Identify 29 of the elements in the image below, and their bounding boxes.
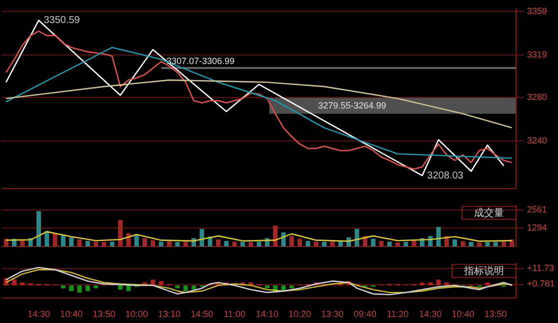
y-tick-label: 3240 bbox=[527, 135, 548, 146]
x-tick-label: 10:40 bbox=[60, 309, 83, 320]
x-tick-label: 10:40 bbox=[452, 309, 474, 320]
y-tick-label: 3280 bbox=[527, 92, 548, 102]
x-tick-label: 14:30 bbox=[27, 309, 50, 320]
x-tick-label: 13:10 bbox=[158, 309, 181, 320]
x-tick-label: 13:50 bbox=[484, 309, 507, 320]
x-tick-label: 14:10 bbox=[256, 309, 278, 320]
x-tick-label: 10:00 bbox=[125, 309, 148, 320]
annotation: 指标说明 bbox=[463, 265, 504, 278]
annotation: 3208.03 bbox=[427, 170, 464, 182]
x-tick-label: 14:30 bbox=[419, 309, 442, 320]
x-tick-label: 13:50 bbox=[92, 309, 116, 320]
x-tick-label: 09:40 bbox=[354, 309, 376, 320]
annotation: 3350.59 bbox=[44, 15, 80, 26]
y-tick-label: +0.781 bbox=[527, 278, 555, 289]
annotation: 成交量 bbox=[474, 207, 504, 220]
y-tick-label: 2561 bbox=[527, 204, 548, 215]
band-label: 3307.07-3306.99 bbox=[166, 56, 235, 66]
x-tick-label: 11:00 bbox=[224, 309, 246, 320]
y-tick-label: 1294 bbox=[527, 222, 548, 233]
x-tick-label: 13:30 bbox=[321, 309, 344, 320]
y-tick-label: 3359 bbox=[527, 6, 548, 16]
y-tick-label: +11.73 bbox=[527, 263, 554, 274]
band-label: 3279.55-3264.99 bbox=[318, 100, 386, 110]
y-tick-label: 3319 bbox=[527, 50, 548, 60]
x-tick-label: 14:50 bbox=[190, 309, 214, 320]
x-tick-label: 10:20 bbox=[288, 309, 312, 320]
x-tick-label: 11:20 bbox=[386, 309, 409, 320]
